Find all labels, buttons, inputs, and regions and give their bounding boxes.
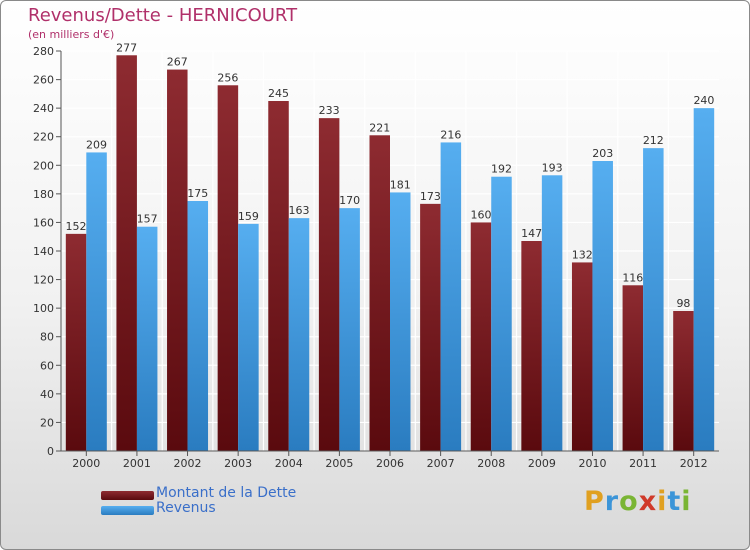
data-label: 216 — [440, 128, 461, 141]
logo-letter: t — [667, 486, 682, 517]
y-tick-label: 140 — [33, 245, 54, 258]
data-label: 192 — [491, 163, 512, 176]
data-label: 132 — [572, 248, 593, 261]
bar-revenue — [390, 192, 411, 451]
data-label: 245 — [268, 87, 289, 100]
x-tick-label: 2006 — [376, 457, 404, 470]
data-label: 157 — [137, 213, 158, 226]
data-label: 160 — [470, 208, 491, 221]
y-tick-label: 80 — [40, 331, 54, 344]
bar-debt — [268, 101, 289, 451]
x-tick-label: 2004 — [275, 457, 303, 470]
bar-revenue — [541, 175, 563, 452]
bar-debt — [521, 241, 542, 451]
data-label: 233 — [319, 104, 340, 117]
bar-revenue — [238, 223, 259, 451]
bar-debt — [65, 233, 87, 451]
data-label: 256 — [217, 71, 238, 84]
legend-label-revenue: Revenus — [156, 500, 216, 516]
logo-letter: o — [619, 486, 639, 517]
legend-swatch-revenue — [101, 506, 154, 515]
bar-debt — [217, 85, 239, 452]
proxiti-logo: Proxiti — [584, 486, 692, 517]
bar-revenue — [288, 218, 310, 451]
bar-debt — [673, 311, 694, 451]
y-tick-label: 220 — [33, 131, 54, 144]
data-label: 152 — [66, 220, 87, 233]
data-label: 98 — [676, 297, 690, 310]
y-tick-label: 200 — [33, 159, 54, 172]
y-tick-label: 180 — [33, 188, 54, 201]
x-tick-label: 2011 — [629, 457, 657, 470]
bar-debt — [167, 69, 188, 452]
y-tick-label: 120 — [33, 274, 54, 287]
bar-debt — [470, 222, 492, 451]
bars — [65, 55, 715, 452]
bar-debt — [369, 135, 390, 452]
y-tick-label: 0 — [47, 445, 54, 458]
bar-revenue — [592, 161, 613, 451]
logo-letter: r — [604, 486, 620, 517]
data-label: 221 — [369, 121, 390, 134]
bar-revenue — [440, 142, 462, 451]
bar-debt — [116, 55, 137, 452]
bar-debt — [318, 118, 340, 452]
y-tick-label: 60 — [40, 359, 54, 372]
data-label: 240 — [693, 94, 714, 107]
axes: 0 20 40 60 80 100 120 140 160 180 200 220 240 260 280 2… — [33, 45, 719, 470]
x-tick-label: 2010 — [578, 457, 606, 470]
bar-revenue — [693, 108, 715, 452]
logo-letter: x — [638, 486, 658, 517]
bar-revenue — [187, 201, 209, 451]
bar-revenue — [86, 152, 107, 451]
logo-letter: i — [657, 486, 668, 517]
bar-revenue — [339, 208, 360, 451]
y-tick-label: 240 — [33, 102, 54, 115]
data-label: 173 — [420, 190, 441, 203]
bar-debt — [571, 262, 593, 451]
data-label: 209 — [86, 138, 107, 151]
data-label: 212 — [643, 134, 664, 147]
data-label: 159 — [238, 210, 259, 223]
x-tick-label: 2005 — [325, 457, 353, 470]
chart-title: Revenus/Dette - HERNICOURT — [28, 5, 298, 26]
data-label: 175 — [187, 187, 208, 200]
bar-revenue — [136, 226, 158, 451]
data-label: 277 — [116, 41, 137, 54]
logo-letter: P — [584, 486, 605, 517]
x-tick-label: 2012 — [680, 457, 708, 470]
data-label: 193 — [542, 161, 563, 174]
y-tick-label: 20 — [40, 416, 54, 429]
y-tick-label: 260 — [33, 74, 54, 87]
bar-debt — [622, 285, 644, 451]
y-tick-label: 40 — [40, 388, 54, 401]
data-label: 267 — [167, 56, 188, 69]
data-label: 170 — [339, 194, 360, 207]
data-label: 163 — [289, 204, 310, 217]
bar-revenue — [491, 176, 512, 451]
x-tick-label: 2002 — [174, 457, 202, 470]
x-tick-label: 2001 — [123, 457, 151, 470]
logo-letter: i — [681, 486, 692, 517]
x-tick-label: 2008 — [477, 457, 505, 470]
x-tick-label: 2009 — [528, 457, 556, 470]
data-label: 181 — [390, 178, 411, 191]
bar-debt — [420, 203, 441, 451]
chart-subtitle: (en milliers d'€) — [28, 28, 115, 41]
x-tick-label: 2000 — [72, 457, 100, 470]
data-label: 203 — [592, 147, 613, 160]
legend-swatch-debt — [101, 491, 154, 500]
legend-label-debt: Montant de la Dette — [156, 485, 297, 501]
y-tick-label: 160 — [33, 216, 54, 229]
x-tick-label: 2007 — [427, 457, 455, 470]
y-tick-label: 280 — [33, 45, 54, 58]
data-labels: 152 209 277 157 267 175 256 159 245 163 233 170 221 1… — [66, 41, 715, 310]
data-label: 116 — [622, 271, 643, 284]
x-tick-label: 2003 — [224, 457, 252, 470]
y-tick-label: 100 — [33, 302, 54, 315]
bar-revenue — [643, 148, 664, 451]
data-label: 147 — [521, 227, 542, 240]
